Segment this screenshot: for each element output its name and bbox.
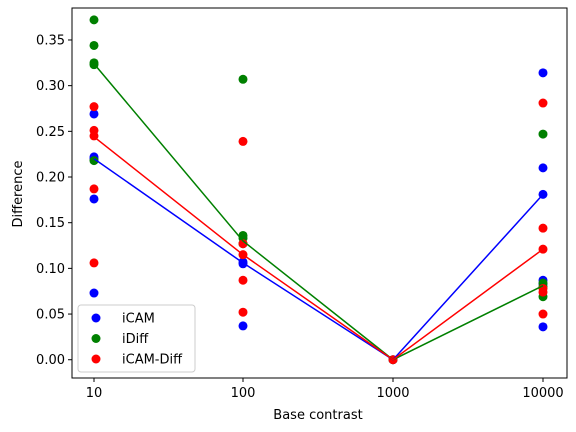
plot-marks (89, 15, 548, 365)
point-icam-x10 (89, 109, 99, 119)
point-icam-diff-x10000 (538, 287, 548, 297)
point-idiff-x10000 (538, 129, 548, 139)
point-icam-diff-x100 (238, 239, 248, 249)
point-idiff-x10 (89, 156, 99, 166)
y-tick-label: 0.30 (36, 79, 65, 94)
point-icam-diff-x100 (238, 275, 248, 285)
line-idiff (93, 63, 544, 361)
y-tick-label: 0.15 (36, 216, 65, 231)
legend-box (77, 304, 196, 373)
point-icam-diff-x10 (89, 184, 99, 194)
point-idiff-x10 (89, 40, 99, 50)
point-icam-x100 (238, 321, 248, 331)
point-idiff-x10 (89, 15, 99, 25)
legend: iCAM iDiff iCAM-Diff (77, 304, 196, 373)
y-tick-label: 0.00 (36, 353, 65, 368)
point-icam-diff-x10000 (538, 309, 548, 319)
y-axis-label: Difference (11, 160, 26, 227)
plot-frame (71, 7, 568, 379)
point-icam-x10000 (538, 322, 548, 332)
y-tick-label: 0.20 (36, 171, 65, 186)
point-idiff-x100 (238, 74, 248, 84)
y-axis: 0.00 0.05 0.10 0.15 0.20 0.25 0.30 0.35 (36, 33, 72, 368)
x-tick-label: 10000 (522, 386, 563, 401)
x-tick-label: 10 (86, 386, 103, 401)
point-icam-x10 (89, 194, 99, 204)
x-tick-label: 1000 (376, 386, 409, 401)
point-icam-x10000 (538, 163, 548, 173)
point-icam-diff-x100 (238, 307, 248, 317)
y-tick-label: 0.05 (36, 308, 65, 323)
legend-label-icam: iCAM (122, 312, 155, 327)
point-icam-x10000 (538, 68, 548, 78)
point-icam-diff-x100 (238, 136, 248, 146)
x-axis-label: Base contrast (273, 408, 362, 423)
y-tick-label: 0.35 (36, 33, 65, 48)
line-icam-diff (93, 136, 544, 361)
legend-label-icam-diff: iCAM-Diff (122, 353, 183, 368)
legend-marker-idiff (91, 334, 101, 343)
y-tick-label: 0.10 (36, 262, 65, 277)
x-tick-label: 100 (231, 386, 256, 401)
point-icam-x10 (89, 288, 99, 298)
legend-label-idiff: iDiff (122, 332, 149, 347)
point-icam-diff-x10 (89, 102, 99, 112)
x-axis: 10 100 1000 10000 (86, 378, 564, 401)
point-icam-diff-x10 (89, 258, 99, 268)
legend-marker-icam (91, 313, 101, 323)
point-icam-diff-x10000 (538, 223, 548, 233)
line-icam (93, 158, 544, 361)
y-tick-label: 0.25 (36, 125, 65, 140)
point-icam-diff-x10000 (538, 98, 548, 108)
legend-marker-icam-diff (91, 354, 101, 364)
